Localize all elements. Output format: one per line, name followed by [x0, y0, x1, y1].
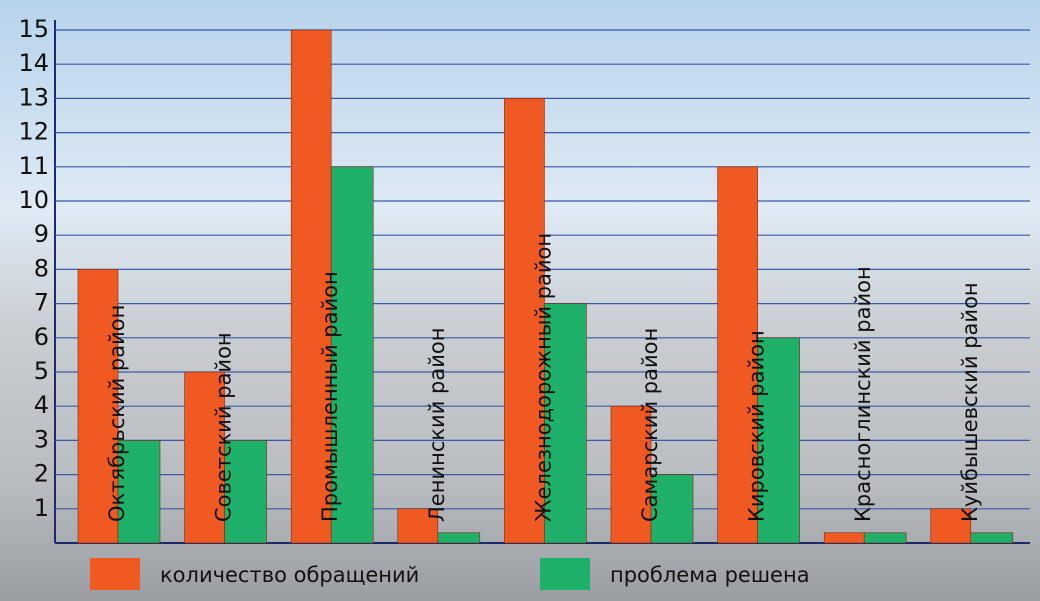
y-tick-label: 1 — [34, 494, 49, 522]
bar — [757, 337, 800, 544]
category-label: Самарский район — [638, 328, 662, 522]
category-label: Октябрьский район — [105, 305, 129, 522]
category-label: Красноглинский район — [851, 266, 875, 522]
bar — [224, 440, 267, 544]
y-tick-label: 3 — [34, 425, 49, 453]
bar — [504, 98, 545, 544]
y-tick-label: 15 — [18, 15, 49, 43]
category-label: Ленинский район — [425, 328, 449, 522]
bar — [330, 166, 374, 544]
legend-swatch — [90, 558, 140, 590]
category-label: Промышленный район — [318, 271, 342, 522]
y-tick-label: 12 — [18, 118, 49, 146]
y-tick-label: 9 — [34, 220, 49, 248]
legend-label: количество обращений — [160, 563, 419, 587]
y-tick-label: 2 — [34, 460, 49, 488]
legend-label: проблема решена — [610, 563, 810, 587]
y-tick-label: 6 — [34, 323, 49, 351]
category-label: Куйбышевский район — [958, 282, 982, 522]
bar — [437, 532, 481, 544]
category-label: Кировский район — [745, 330, 769, 522]
y-tick-label: 8 — [34, 254, 49, 282]
y-tick-label: 11 — [18, 152, 49, 180]
y-tick-label: 14 — [18, 49, 49, 77]
legend-swatch — [540, 558, 590, 590]
bar — [610, 405, 652, 544]
category-label: Советский район — [212, 332, 236, 522]
bar — [970, 532, 1014, 544]
bar — [397, 508, 439, 544]
y-tick-label: 5 — [34, 357, 49, 385]
bar — [184, 371, 225, 544]
y-tick-label: 10 — [18, 186, 49, 214]
y-tick-label: 13 — [18, 83, 49, 111]
bar — [650, 474, 694, 544]
bar — [290, 29, 332, 544]
category-label: Железнодорожный район — [531, 233, 555, 522]
y-tick-label: 7 — [34, 289, 49, 317]
bar — [823, 532, 865, 544]
bar — [863, 532, 907, 544]
bar — [717, 166, 758, 544]
bar — [544, 303, 587, 544]
y-tick-label: 4 — [34, 391, 49, 419]
bar — [77, 269, 119, 544]
bar — [930, 508, 972, 544]
bar — [117, 440, 161, 544]
